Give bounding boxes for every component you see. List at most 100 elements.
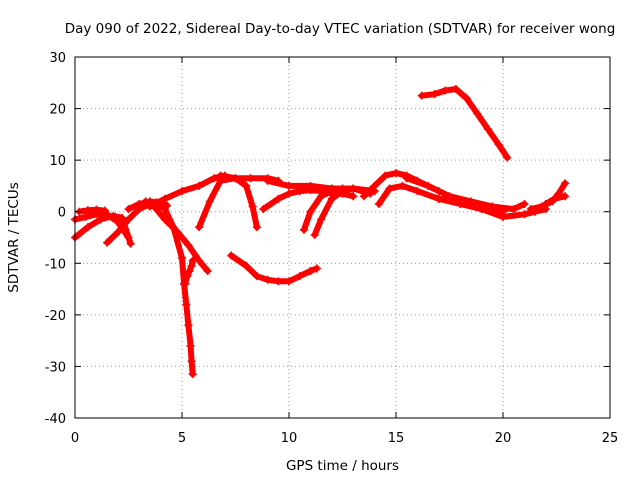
data-point	[124, 215, 133, 224]
data-point	[327, 187, 336, 196]
plot-frame	[74, 56, 611, 419]
data-point	[205, 197, 214, 206]
data-point	[349, 184, 358, 193]
data-point	[141, 197, 150, 206]
data-point	[81, 212, 90, 221]
data-point	[145, 202, 154, 211]
data-point	[184, 321, 193, 330]
data-point	[118, 213, 127, 222]
data-point	[184, 241, 193, 250]
y-tick-label: -20	[45, 309, 66, 324]
series-arc-19	[402, 174, 529, 214]
y-tick-label: -30	[45, 360, 66, 375]
data-point	[550, 194, 559, 203]
series-arc-6	[180, 279, 197, 379]
grid-layer	[75, 57, 610, 418]
data-point	[183, 272, 192, 281]
y-tick-label: 10	[49, 154, 66, 169]
x-tick-label: 20	[495, 431, 512, 446]
data-point	[451, 84, 460, 93]
data-point	[398, 181, 407, 190]
data-point	[520, 199, 529, 208]
series-arc-15	[299, 184, 347, 234]
data-point	[181, 279, 190, 288]
data-point	[317, 192, 326, 201]
data-point	[385, 184, 394, 193]
x-tick-label: 0	[71, 431, 79, 446]
data-point	[424, 181, 433, 190]
data-point	[182, 300, 191, 309]
series-arc-11	[216, 171, 261, 232]
data-point	[195, 256, 204, 265]
data-point	[295, 272, 304, 281]
data-point	[186, 341, 195, 350]
data-point	[242, 261, 251, 270]
data-point	[370, 181, 379, 190]
series-line	[418, 86, 511, 161]
data-point	[561, 192, 570, 201]
data-point	[434, 194, 443, 203]
y-tick-label: 20	[49, 103, 66, 118]
data-point	[392, 169, 400, 178]
series-line	[196, 175, 282, 231]
data-point	[263, 176, 272, 185]
data-point	[561, 179, 570, 188]
data-point	[135, 199, 144, 208]
data-point	[195, 181, 204, 190]
data-point	[231, 174, 240, 183]
data-point	[417, 91, 426, 100]
data-point	[263, 275, 272, 284]
series-arc-20	[434, 194, 550, 221]
data-point	[402, 174, 411, 183]
data-point	[187, 261, 196, 270]
data-point	[83, 206, 92, 215]
data-point	[473, 109, 482, 118]
data-point	[216, 171, 225, 180]
data-point	[306, 207, 315, 216]
data-point	[499, 212, 507, 221]
data-point	[259, 205, 268, 214]
data-point	[494, 140, 503, 149]
data-point	[285, 277, 293, 286]
x-tick-label: 25	[602, 431, 619, 446]
data-point	[160, 215, 169, 224]
data-point	[100, 206, 109, 215]
series-line	[76, 206, 108, 215]
data-point	[462, 94, 471, 103]
data-point	[160, 194, 169, 203]
chart-title: Day 090 of 2022, Sidereal Day-to-day VTE…	[65, 21, 616, 37]
data-point	[92, 205, 101, 214]
y-tick-label: 30	[49, 51, 66, 66]
data-point	[430, 90, 439, 99]
data-point	[520, 210, 529, 219]
data-point	[359, 192, 368, 201]
data-point	[210, 174, 219, 183]
data-point	[541, 199, 550, 208]
data-point	[203, 267, 212, 276]
data-point	[178, 254, 186, 263]
data-point	[109, 211, 118, 220]
data-point	[160, 205, 169, 214]
y-tick-label: -10	[45, 257, 66, 272]
series-arc-23	[541, 192, 570, 208]
x-axis-label: GPS time / hours	[286, 458, 399, 474]
data-point	[242, 181, 251, 190]
data-point	[83, 223, 92, 232]
data-point	[188, 370, 197, 379]
data-point	[488, 202, 497, 211]
y-tick-label: -40	[45, 412, 66, 427]
data-point	[285, 181, 293, 190]
data-point	[195, 223, 204, 232]
data-point	[509, 205, 518, 214]
x-tick-label: 15	[388, 431, 405, 446]
data-point	[349, 192, 358, 201]
data-point	[413, 187, 422, 196]
series-line	[217, 172, 260, 231]
x-tick-label: 10	[281, 431, 298, 446]
series-line	[228, 252, 320, 285]
data-point	[285, 189, 293, 198]
series-line	[542, 193, 569, 207]
data-point	[503, 153, 512, 162]
data-point	[178, 187, 186, 196]
ticks-layer: 0 5 10 15 20 25 -40 -30 -20 -10 0 10 20 30	[45, 51, 619, 446]
